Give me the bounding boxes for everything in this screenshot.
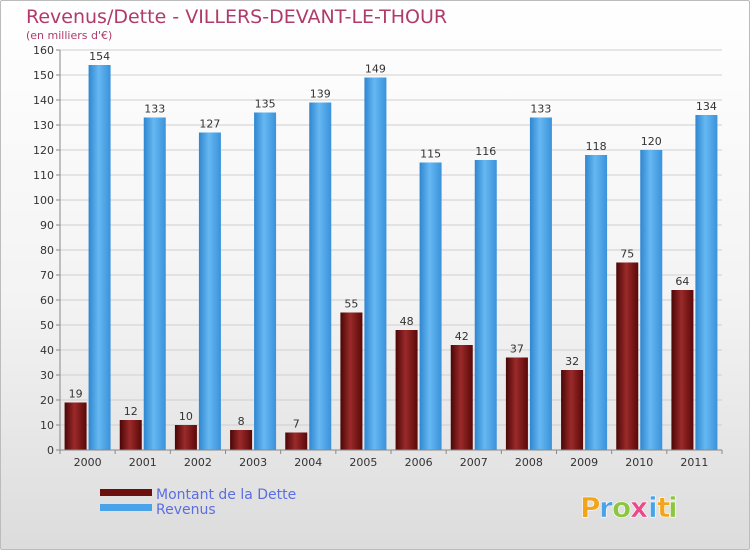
- logo-letter: o: [612, 491, 631, 524]
- data-label-dette: 7: [293, 418, 300, 431]
- logo-letter: i: [668, 491, 678, 524]
- data-label-dette: 75: [620, 248, 634, 261]
- data-label-revenus: 135: [255, 98, 276, 111]
- data-label-revenus: 115: [420, 148, 441, 161]
- data-label-dette: 12: [124, 405, 138, 418]
- y-tick-label: 50: [40, 319, 54, 332]
- y-tick-label: 100: [33, 194, 54, 207]
- bar-dette: [174, 425, 197, 450]
- bar-revenus: [585, 155, 608, 450]
- logo-letter: x: [630, 491, 648, 524]
- x-tick-label: 2005: [349, 456, 377, 469]
- bar-dette: [64, 402, 87, 450]
- y-tick-label: 40: [40, 344, 54, 357]
- bar-revenus: [695, 115, 718, 450]
- x-tick-label: 2006: [405, 456, 433, 469]
- y-tick-label: 130: [33, 119, 54, 132]
- logo-letter: t: [657, 491, 670, 524]
- x-tick-label: 2002: [184, 456, 212, 469]
- bar-revenus: [474, 160, 497, 450]
- bar-dette: [450, 345, 473, 450]
- bar-dette: [671, 290, 694, 450]
- data-label-revenus: 118: [586, 140, 607, 153]
- bar-dette: [561, 370, 584, 450]
- proxiti-logo: Pr ox i ti: [580, 491, 678, 525]
- data-label-revenus: 149: [365, 63, 386, 76]
- y-tick-label: 70: [40, 269, 54, 282]
- y-tick-label: 140: [33, 94, 54, 107]
- bar-dette: [505, 357, 528, 450]
- bar-revenus: [640, 150, 663, 450]
- data-label-revenus: 133: [144, 103, 165, 116]
- legend-swatch-revenus: [100, 504, 152, 511]
- bar-revenus: [529, 117, 552, 450]
- bar-revenus: [419, 162, 442, 450]
- y-tick-label: 80: [40, 244, 54, 257]
- y-tick-label: 30: [40, 369, 54, 382]
- logo-letter: r: [599, 491, 613, 524]
- x-tick-label: 2003: [239, 456, 267, 469]
- y-tick-label: 160: [33, 44, 54, 57]
- bar-revenus: [143, 117, 166, 450]
- legend-label-revenus: Revenus: [156, 502, 216, 518]
- data-label-revenus: 120: [641, 135, 662, 148]
- bar-dette: [285, 432, 308, 450]
- data-label-dette: 32: [565, 355, 579, 368]
- y-tick-label: 150: [33, 69, 54, 82]
- data-label-revenus: 133: [530, 103, 551, 116]
- data-label-dette: 10: [179, 410, 193, 423]
- y-axis: 0 10 20 30 40 50 60 70 80 90 100 110 120 130 140 150 160: [33, 44, 61, 457]
- y-tick-label: 60: [40, 294, 54, 307]
- bar-dette: [395, 330, 418, 450]
- data-label-revenus: 139: [310, 88, 331, 101]
- bar-revenus: [254, 112, 277, 450]
- data-label-revenus: 134: [696, 100, 717, 113]
- y-tick-label: 10: [40, 419, 54, 432]
- bar-dette: [119, 420, 142, 450]
- y-tick-label: 120: [33, 144, 54, 157]
- data-label-dette: 42: [455, 330, 469, 343]
- x-tick-label: 2001: [129, 456, 157, 469]
- y-tick-label: 90: [40, 219, 54, 232]
- bar-revenus: [309, 102, 332, 450]
- logo-letter: i: [648, 491, 658, 524]
- logo-letter: P: [580, 491, 601, 524]
- y-tick-label: 110: [33, 169, 54, 182]
- x-tick-label: 2004: [294, 456, 322, 469]
- data-label-revenus: 127: [199, 118, 220, 131]
- bar-revenus: [198, 132, 221, 450]
- data-label-revenus: 116: [475, 145, 496, 158]
- data-label-dette: 55: [344, 298, 358, 311]
- x-tick-label: 2010: [625, 456, 653, 469]
- y-tick-label: 0: [47, 444, 54, 457]
- x-tick-label: 2000: [74, 456, 102, 469]
- x-tick-label: 2008: [515, 456, 543, 469]
- legend: Montant de la Dette Revenus: [100, 487, 296, 518]
- legend-label-debt: Montant de la Dette: [156, 487, 296, 503]
- chart-title: Revenus/Dette - VILLERS-DEVANT-LE-THOUR: [26, 6, 447, 28]
- x-tick-label: 2011: [680, 456, 708, 469]
- data-label-dette: 64: [675, 275, 689, 288]
- bars: 19 154 12 133 10 127 8 135 7 139 55 149 48 115 42 116 37…: [64, 50, 718, 450]
- data-label-dette: 19: [69, 388, 83, 401]
- bar-revenus: [364, 77, 387, 450]
- y-tick-label: 20: [40, 394, 54, 407]
- data-label-dette: 8: [238, 415, 245, 428]
- bar-dette: [230, 430, 253, 450]
- bar-dette: [340, 312, 363, 450]
- x-axis: 2000 2001 2002 2003 2004 2005 2006 2007 2008 2009…: [59, 449, 723, 469]
- legend-swatch-debt: [100, 489, 152, 496]
- chart-subtitle: (en milliers d'€): [26, 29, 112, 42]
- data-label-dette: 48: [400, 315, 414, 328]
- data-label-revenus: 154: [89, 50, 110, 63]
- x-tick-label: 2009: [570, 456, 598, 469]
- data-label-dette: 37: [510, 343, 524, 356]
- x-tick-label: 2007: [460, 456, 488, 469]
- bar-dette: [616, 262, 639, 450]
- bar-revenus: [88, 65, 111, 450]
